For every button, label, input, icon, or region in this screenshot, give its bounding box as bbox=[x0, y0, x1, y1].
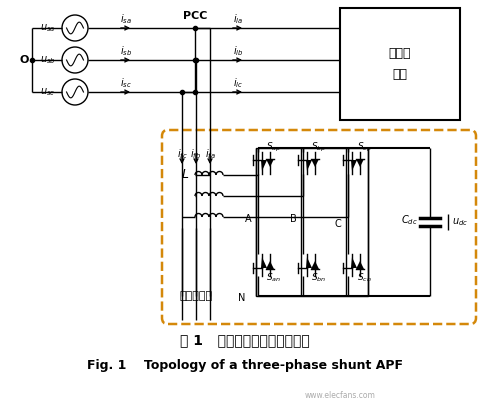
Text: www.elecfans.com: www.elecfans.com bbox=[305, 390, 375, 399]
Text: $i_{fc}$: $i_{fc}$ bbox=[176, 147, 187, 161]
Text: $i_{lc}$: $i_{lc}$ bbox=[233, 76, 243, 90]
Text: $i_{la}$: $i_{la}$ bbox=[233, 12, 243, 26]
Text: $u_{dc}$: $u_{dc}$ bbox=[452, 216, 468, 228]
Polygon shape bbox=[311, 159, 319, 167]
Text: $S_{bp}$: $S_{bp}$ bbox=[311, 140, 327, 153]
Text: $u_{sb}$: $u_{sb}$ bbox=[40, 54, 56, 66]
Polygon shape bbox=[306, 257, 312, 268]
FancyBboxPatch shape bbox=[162, 130, 476, 324]
Text: Fig. 1    Topology of a three-phase shunt APF: Fig. 1 Topology of a three-phase shunt A… bbox=[87, 359, 403, 373]
Text: 图 1   三相三线有源滤波器结构: 图 1 三相三线有源滤波器结构 bbox=[180, 333, 310, 347]
Polygon shape bbox=[351, 160, 357, 171]
Text: 非线性
负载: 非线性 负载 bbox=[389, 47, 411, 81]
Polygon shape bbox=[266, 159, 274, 167]
Text: $i_{fb}$: $i_{fb}$ bbox=[191, 147, 201, 161]
Text: $i_{sa}$: $i_{sa}$ bbox=[120, 12, 132, 26]
Text: $u_{sa}$: $u_{sa}$ bbox=[40, 22, 56, 34]
Text: $S_{bn}$: $S_{bn}$ bbox=[311, 272, 327, 284]
Text: $i_{sc}$: $i_{sc}$ bbox=[120, 76, 132, 90]
Polygon shape bbox=[261, 257, 267, 268]
Text: $S_{ap}$: $S_{ap}$ bbox=[267, 140, 282, 153]
Polygon shape bbox=[356, 159, 364, 167]
Polygon shape bbox=[351, 257, 357, 268]
Text: B: B bbox=[290, 214, 296, 224]
Text: $i_{sb}$: $i_{sb}$ bbox=[120, 44, 132, 58]
Text: PCC: PCC bbox=[183, 11, 207, 21]
Polygon shape bbox=[311, 261, 319, 269]
Polygon shape bbox=[306, 160, 312, 171]
Text: $i_{lb}$: $i_{lb}$ bbox=[233, 44, 244, 58]
Text: $S_{cp}$: $S_{cp}$ bbox=[357, 140, 371, 153]
Bar bbox=[256, 148, 368, 296]
Text: O: O bbox=[19, 55, 29, 65]
Text: C: C bbox=[335, 219, 342, 229]
Text: A: A bbox=[245, 214, 251, 224]
Text: $u_{sc}$: $u_{sc}$ bbox=[40, 86, 56, 98]
Polygon shape bbox=[261, 160, 267, 171]
Text: $C_{dc}$: $C_{dc}$ bbox=[401, 213, 418, 227]
Text: $L$: $L$ bbox=[181, 168, 189, 180]
Bar bbox=[340, 8, 460, 120]
Polygon shape bbox=[356, 261, 364, 269]
Text: $S_{an}$: $S_{an}$ bbox=[267, 272, 282, 284]
Polygon shape bbox=[266, 261, 274, 269]
Text: $S_{cn}$: $S_{cn}$ bbox=[357, 272, 371, 284]
Text: 有源滤波器: 有源滤波器 bbox=[179, 291, 213, 301]
Text: N: N bbox=[238, 293, 245, 303]
Text: $i_{fa}$: $i_{fa}$ bbox=[205, 147, 216, 161]
